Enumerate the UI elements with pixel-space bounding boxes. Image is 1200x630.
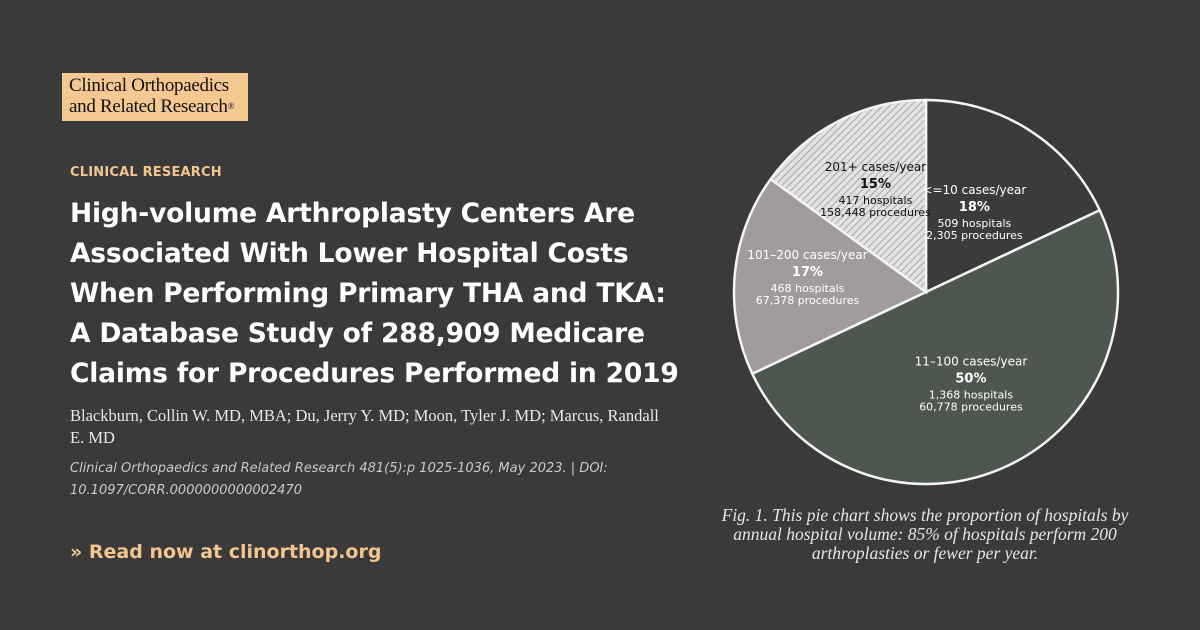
pie-slice [750, 208, 1120, 486]
slice-category-label: 11–100 cases/year [915, 355, 1028, 369]
pie-slice [732, 177, 929, 376]
registered-mark: ® [227, 101, 235, 111]
pie-slice [768, 98, 928, 295]
slice-hospitals-label: 468 hospitals [771, 282, 845, 295]
read-now-link[interactable]: » Read now at clinorthop.org [70, 541, 382, 563]
slice-procedures-label: 2,305 procedures [926, 229, 1023, 242]
slice-procedures-label: 60,778 procedures [919, 401, 1023, 414]
pie-slice [924, 98, 1102, 294]
logo-line-2: and Related Research® [69, 96, 241, 117]
slice-percent-label: 15% [860, 177, 891, 192]
slice-hospitals-label: 417 hospitals [839, 194, 913, 207]
title-line: Claims for Procedures Performed in 2019 [70, 358, 679, 389]
slice-hospitals-label: 1,368 hospitals [929, 389, 1014, 402]
title-line: High-volume Arthroplasty Centers Are [70, 198, 635, 229]
slice-percent-label: 18% [959, 200, 990, 215]
logo-line-2-text: and Related Research [69, 96, 228, 117]
slice-category-label: 101–200 cases/year [747, 248, 867, 262]
slice-category-label: <=10 cases/year [922, 183, 1026, 197]
slice-category-label: 201+ cases/year [825, 160, 926, 174]
slice-procedures-label: 67,378 procedures [756, 294, 860, 307]
figure-caption: Fig. 1. This pie chart shows the proport… [721, 505, 1129, 563]
title-line: Associated With Lower Hospital Costs [70, 238, 629, 269]
logo-line-1: Clinical Orthopaedics [69, 75, 229, 96]
slice-hospitals-label: 509 hospitals [937, 217, 1011, 230]
journal-logo: Clinical Orthopaedics and Related Resear… [62, 73, 248, 121]
title-line: A Database Study of 288,909 Medicare [70, 318, 645, 349]
slice-percent-label: 50% [955, 372, 986, 387]
article-title: High-volume Arthroplasty Centers Are Ass… [70, 194, 710, 394]
title-line: When Performing Primary THA and TKA: [70, 278, 666, 309]
slice-percent-label: 17% [792, 265, 823, 280]
citation: Clinical Orthopaedics and Related Resear… [70, 461, 608, 498]
author-list: Blackburn, Collin W. MD, MBA; Du, Jerry … [70, 406, 659, 447]
category-label: CLINICAL RESEARCH [70, 165, 222, 180]
slice-procedures-label: 158,448 procedures [820, 206, 931, 219]
